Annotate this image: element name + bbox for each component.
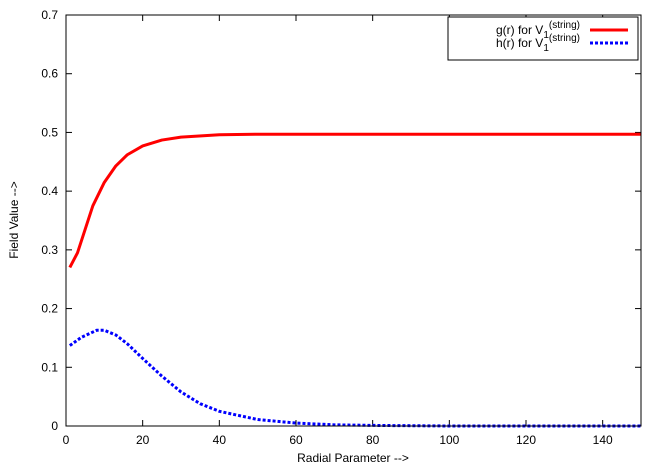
x-axis-label: Radial Parameter --> bbox=[297, 451, 409, 465]
y-tick-label: 0.6 bbox=[41, 67, 58, 81]
x-tick-label: 60 bbox=[289, 433, 303, 447]
x-tick-label: 100 bbox=[439, 433, 459, 447]
series-line-1 bbox=[68, 328, 641, 428]
plot-frame bbox=[65, 14, 642, 427]
x-tick-label: 120 bbox=[516, 433, 536, 447]
y-axis-label: Field Value --> bbox=[7, 181, 21, 258]
x-tick-label: 40 bbox=[213, 433, 227, 447]
legend: g(r) for V1(string)h(r) for V1(string) bbox=[447, 16, 639, 61]
y-tick-label: 0.1 bbox=[41, 360, 58, 374]
x-tick-label: 80 bbox=[366, 433, 380, 447]
y-tick-label: 0.4 bbox=[41, 184, 58, 198]
x-tick-label: 0 bbox=[63, 433, 70, 447]
legend-box bbox=[447, 16, 639, 61]
y-tick-label: 0.3 bbox=[41, 243, 58, 257]
y-tick-label: 0.2 bbox=[41, 302, 58, 316]
y-tick-label: 0.5 bbox=[41, 125, 58, 139]
x-tick-label: 20 bbox=[136, 433, 150, 447]
y-tick-label: 0 bbox=[51, 419, 58, 433]
legend-label-0: g(r) for V1(string) bbox=[496, 20, 580, 41]
x-tick-label: 140 bbox=[593, 433, 613, 447]
legend-label-1: h(r) for V1(string) bbox=[496, 33, 580, 54]
y-tick-label: 0.7 bbox=[41, 8, 58, 22]
series-line-0 bbox=[68, 132, 641, 269]
